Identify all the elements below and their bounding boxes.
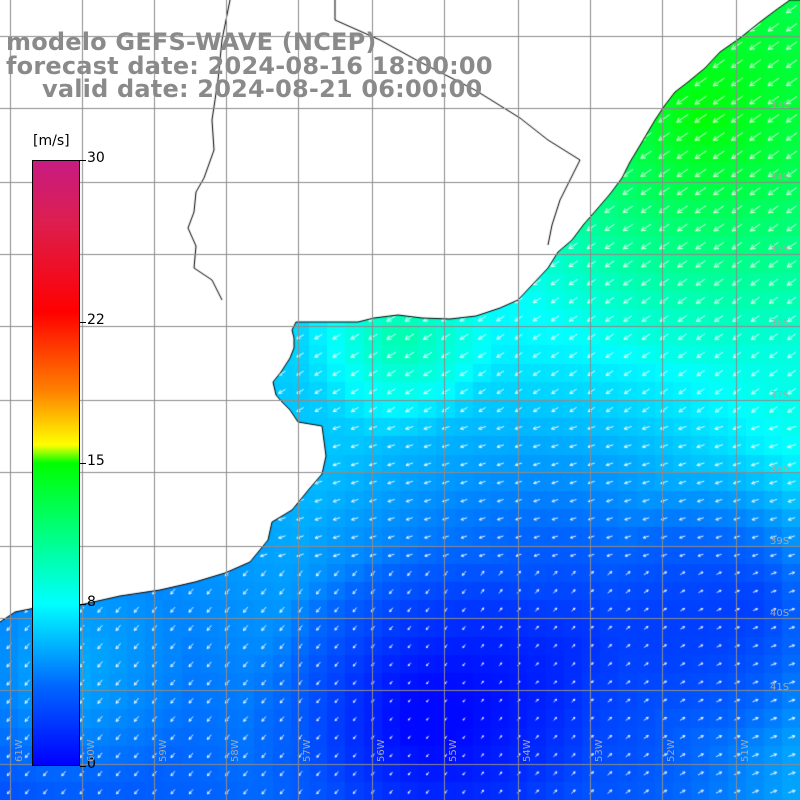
colorbar-tick bbox=[80, 463, 86, 464]
longitude-label: 54W bbox=[522, 739, 533, 762]
longitude-label: 57W bbox=[302, 739, 313, 762]
colorbar-tick bbox=[80, 322, 86, 323]
longitude-label: 55W bbox=[448, 739, 459, 762]
colorbar-tick bbox=[80, 766, 86, 767]
colorbar bbox=[32, 160, 80, 766]
latitude-label: 34S bbox=[770, 172, 790, 183]
longitude-label: 56W bbox=[376, 739, 387, 762]
model-title: modelo GEFS-WAVE (NCEP) bbox=[6, 28, 377, 56]
latitude-label: 38S bbox=[770, 464, 790, 475]
colorbar-tick-label: 30 bbox=[87, 150, 105, 166]
latitude-label: 37S bbox=[770, 390, 790, 401]
longitude-label: 59W bbox=[158, 739, 169, 762]
forecast-date: forecast date: 2024-08-16 18:00:00 bbox=[6, 52, 493, 80]
colorbar-tick-label: 8 bbox=[87, 594, 96, 611]
latitude-label: 39S bbox=[770, 536, 790, 547]
colorbar-unit: [m/s] bbox=[33, 133, 70, 149]
longitude-label: 60W bbox=[86, 739, 97, 762]
longitude-label: 53W bbox=[594, 739, 605, 762]
colorbar-tick-label: 22 bbox=[87, 311, 105, 328]
colorbar-tick bbox=[80, 604, 86, 605]
latitude-label: 40S bbox=[770, 608, 790, 619]
longitude-label: 51W bbox=[740, 739, 751, 762]
latitude-label: 41S bbox=[770, 682, 790, 693]
colorbar-tick-label: 15 bbox=[87, 453, 105, 469]
valid-date: valid date: 2024-08-21 06:00:00 bbox=[42, 75, 483, 103]
colorbar-tick bbox=[80, 160, 86, 161]
latitude-label: 33S bbox=[770, 100, 790, 111]
latitude-label: 36S bbox=[770, 318, 790, 329]
longitude-label: 61W bbox=[14, 739, 25, 762]
latitude-label: 35S bbox=[770, 244, 790, 255]
longitude-label: 52W bbox=[666, 739, 677, 762]
longitude-label: 58W bbox=[230, 739, 241, 762]
colorbar-tick-label: 0 bbox=[87, 756, 96, 772]
